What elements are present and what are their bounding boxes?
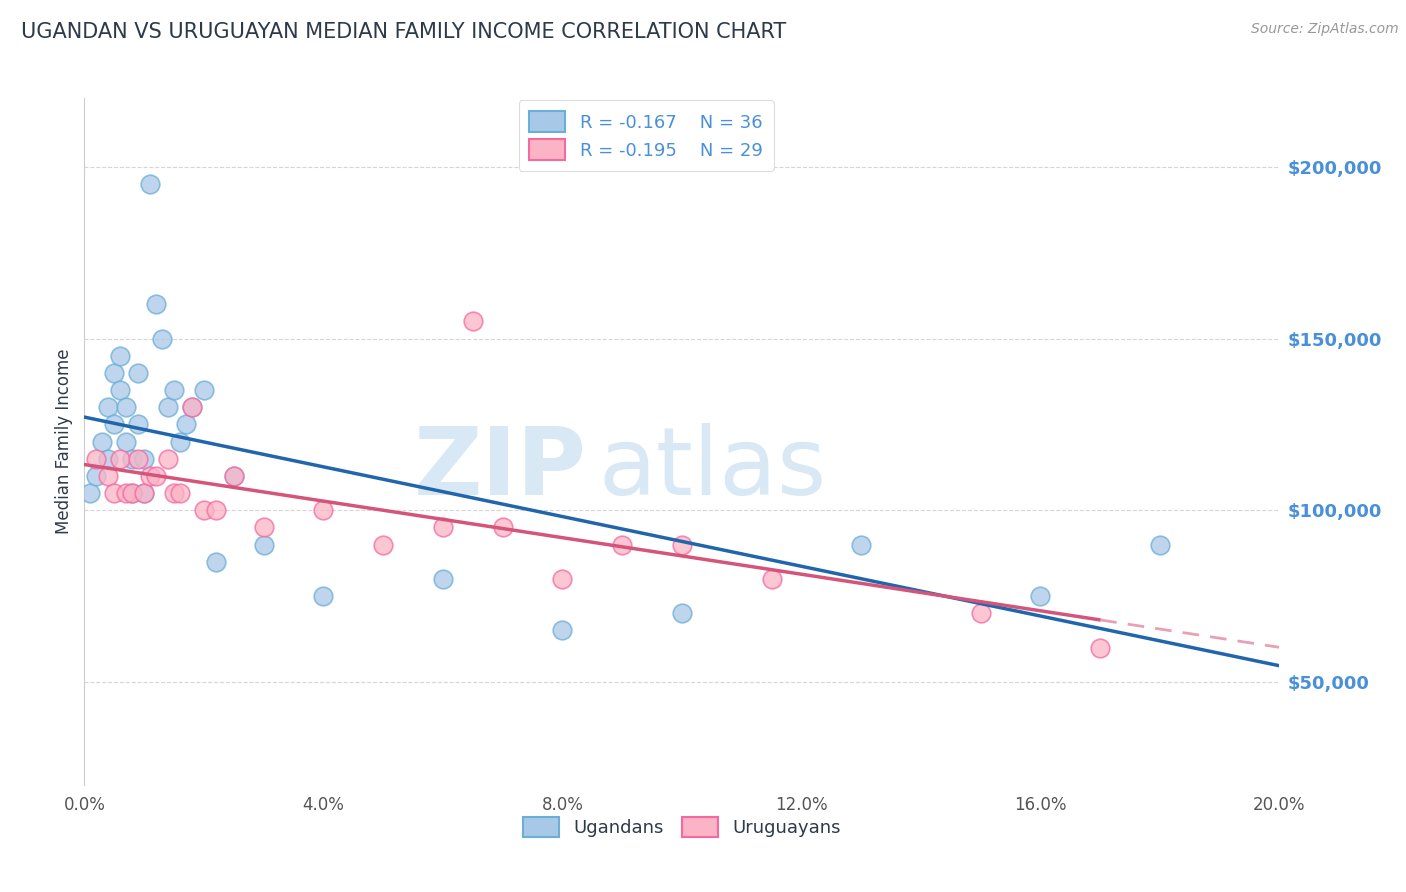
Point	[1149, 537, 1171, 551]
Point	[1090, 640, 1112, 655]
Point	[139, 177, 162, 191]
Point	[312, 503, 335, 517]
Point	[169, 486, 191, 500]
Point	[127, 451, 149, 466]
Point	[157, 400, 180, 414]
Point	[174, 417, 197, 432]
Y-axis label: Median Family Income: Median Family Income	[55, 349, 73, 534]
Point	[110, 349, 132, 363]
Point	[461, 314, 484, 328]
Point	[163, 383, 186, 397]
Point	[253, 537, 276, 551]
Point	[79, 486, 101, 500]
Text: atlas: atlas	[599, 423, 827, 515]
Point	[373, 537, 395, 551]
Point	[121, 486, 143, 500]
Point	[222, 469, 245, 483]
Point	[103, 366, 125, 380]
Point	[110, 451, 132, 466]
Point	[612, 537, 634, 551]
Text: ZIP: ZIP	[413, 423, 586, 515]
Point	[205, 503, 228, 517]
Point	[970, 607, 993, 621]
Point	[181, 400, 204, 414]
Point	[132, 486, 156, 500]
Point	[145, 297, 167, 311]
Point	[97, 451, 120, 466]
Point	[432, 520, 454, 534]
Point	[145, 469, 167, 483]
Point	[86, 451, 108, 466]
Point	[205, 555, 228, 569]
Point	[115, 486, 138, 500]
Point	[103, 486, 125, 500]
Text: Source: ZipAtlas.com: Source: ZipAtlas.com	[1251, 22, 1399, 37]
Point	[193, 383, 215, 397]
Point	[110, 383, 132, 397]
Point	[169, 434, 191, 449]
Point	[103, 417, 125, 432]
Point	[761, 572, 783, 586]
Point	[115, 434, 138, 449]
Point	[253, 520, 276, 534]
Point	[97, 400, 120, 414]
Point	[1029, 589, 1052, 603]
Point	[150, 331, 173, 345]
Point	[127, 417, 149, 432]
Point	[139, 469, 162, 483]
Point	[132, 486, 156, 500]
Point	[551, 624, 574, 638]
Point	[432, 572, 454, 586]
Point	[157, 451, 180, 466]
Point	[127, 366, 149, 380]
Point	[312, 589, 335, 603]
Point	[193, 503, 215, 517]
Point	[121, 486, 143, 500]
Point	[121, 451, 143, 466]
Text: UGANDAN VS URUGUAYAN MEDIAN FAMILY INCOME CORRELATION CHART: UGANDAN VS URUGUAYAN MEDIAN FAMILY INCOM…	[21, 22, 786, 42]
Point	[132, 451, 156, 466]
Point	[671, 607, 693, 621]
Point	[97, 469, 120, 483]
Point	[163, 486, 186, 500]
Point	[222, 469, 245, 483]
Point	[91, 434, 114, 449]
Point	[492, 520, 515, 534]
Point	[551, 572, 574, 586]
Point	[671, 537, 693, 551]
Point	[851, 537, 873, 551]
Point	[86, 469, 108, 483]
Point	[115, 400, 138, 414]
Legend: Ugandans, Uruguayans: Ugandans, Uruguayans	[516, 809, 848, 845]
Point	[181, 400, 204, 414]
